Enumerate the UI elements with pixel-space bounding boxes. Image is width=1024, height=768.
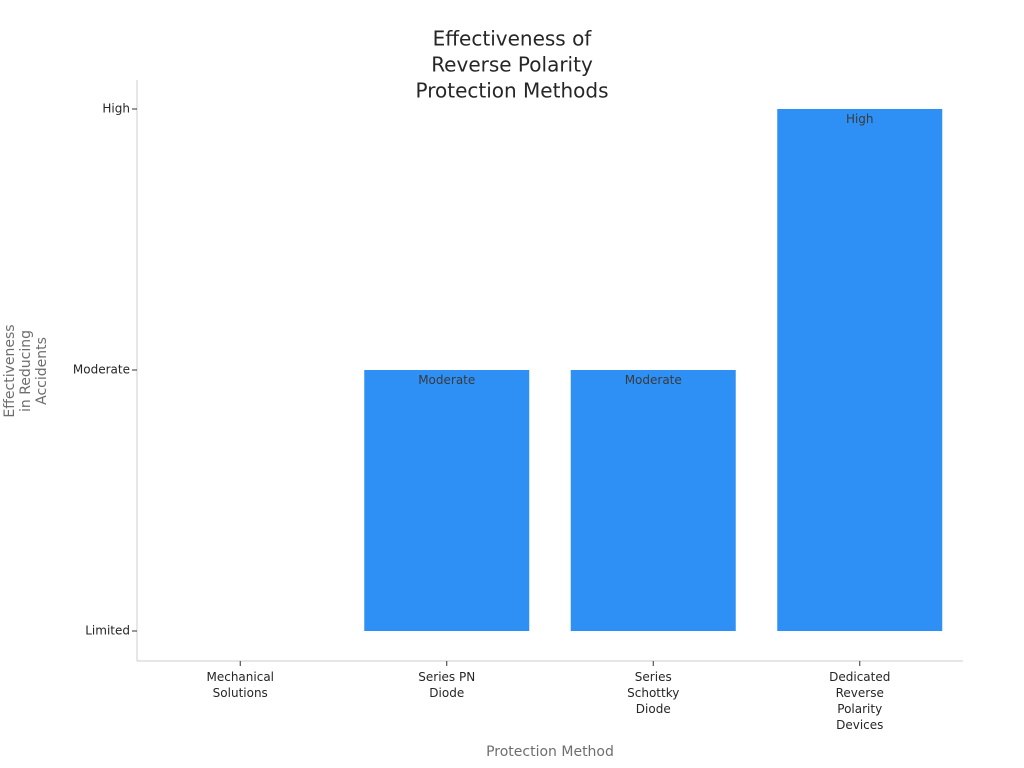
chart-title-line: Effectiveness of xyxy=(433,27,593,51)
bar xyxy=(364,370,530,631)
bar-value-label: Moderate xyxy=(418,373,475,387)
y-axis-title-line: Effectiveness xyxy=(2,324,18,417)
x-tick-label-line: Diode xyxy=(636,702,671,716)
x-tick-label: Series Schottky Diode xyxy=(627,670,679,716)
y-axis-label: Effectivenessin ReducingAccidents xyxy=(2,324,50,417)
bar-value-label: High xyxy=(846,112,874,126)
x-axis-title: Protection Method xyxy=(486,744,614,760)
y-axis-title: Effectivenessin ReducingAccidents xyxy=(2,324,50,417)
y-tick-label: High xyxy=(102,102,130,116)
bars xyxy=(364,109,943,631)
x-tick-label-line: Series xyxy=(635,670,672,684)
x-tick-label-line: Polarity xyxy=(837,702,882,716)
x-tick-label-line: Series PN xyxy=(418,670,475,684)
chart-title-line: Reverse Polarity xyxy=(431,53,593,77)
y-axis-title-line: Accidents xyxy=(34,337,50,405)
y-tick-label: Moderate xyxy=(73,363,130,377)
x-tick-label: Mechanical Solutions xyxy=(206,670,274,700)
y-tick-label: Limited xyxy=(85,624,130,638)
x-tick-label-line: Schottky xyxy=(627,686,679,700)
x-tick-label-line: Dedicated xyxy=(829,670,890,684)
bar-value-label: Moderate xyxy=(625,373,682,387)
bar xyxy=(777,109,943,631)
y-axis-title-line: in Reducing xyxy=(18,330,34,412)
x-tick-label: Series PN Diode xyxy=(418,670,475,700)
x-tick-label-line: Reverse xyxy=(836,686,884,700)
x-tick-label-line: Mechanical xyxy=(206,670,274,684)
y-axis-ticks: Limited Moderate High xyxy=(73,102,137,638)
bar xyxy=(570,370,736,631)
chart-title-line: Protection Methods xyxy=(416,79,609,103)
bar-value-labels: Moderate Moderate High xyxy=(418,112,873,387)
x-tick-label-line: Solutions xyxy=(213,686,268,700)
x-tick-label: Dedicated Reverse Polarity Devices xyxy=(829,670,890,732)
x-axis-label: Protection Method xyxy=(486,744,614,760)
x-tick-label-line: Devices xyxy=(836,718,883,732)
x-tick-label-line: Diode xyxy=(429,686,464,700)
